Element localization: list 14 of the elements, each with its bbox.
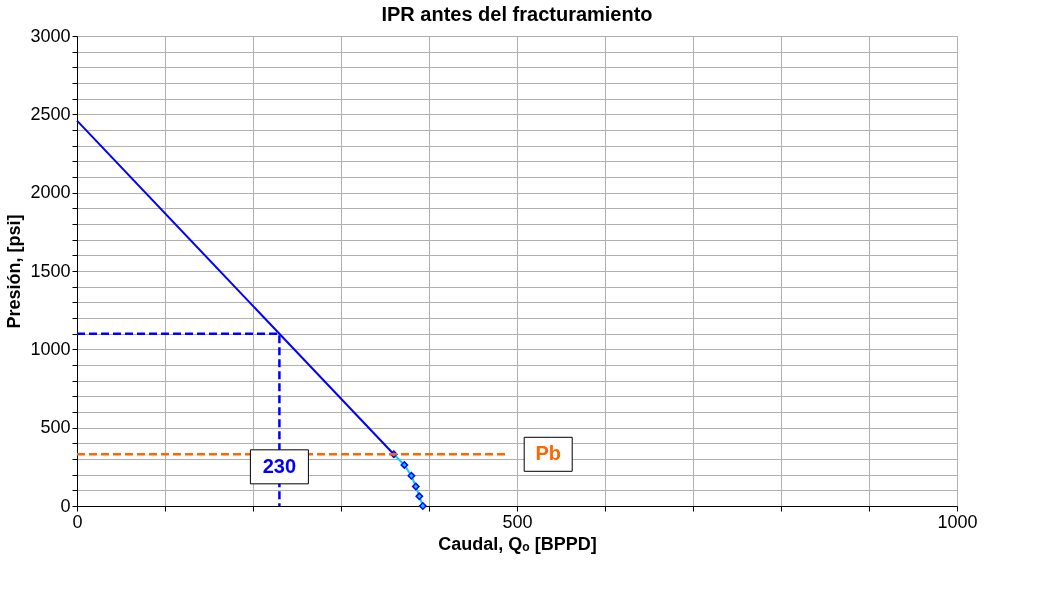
y-tick-label: 3000 bbox=[30, 25, 71, 46]
y-tick-label: 2000 bbox=[30, 182, 71, 203]
y-tick-label: 2500 bbox=[30, 103, 71, 124]
x-tick-label: 1000 bbox=[937, 511, 978, 532]
chart-title: IPR antes del fracturamiento bbox=[381, 3, 653, 25]
x-tick-label: 500 bbox=[502, 511, 533, 532]
series-label: Pb bbox=[535, 442, 561, 465]
y-tick-label: 1000 bbox=[30, 338, 71, 359]
y-tick-label: 0 bbox=[60, 495, 71, 516]
annotation: 230 bbox=[262, 454, 297, 477]
x-axis-title: Caudal, Qₒ [BPPD] bbox=[438, 533, 597, 554]
y-tick-label: 1500 bbox=[30, 260, 71, 281]
y-tick-label: 500 bbox=[40, 417, 71, 438]
y-axis-title: Presión, [psi] bbox=[4, 214, 25, 329]
